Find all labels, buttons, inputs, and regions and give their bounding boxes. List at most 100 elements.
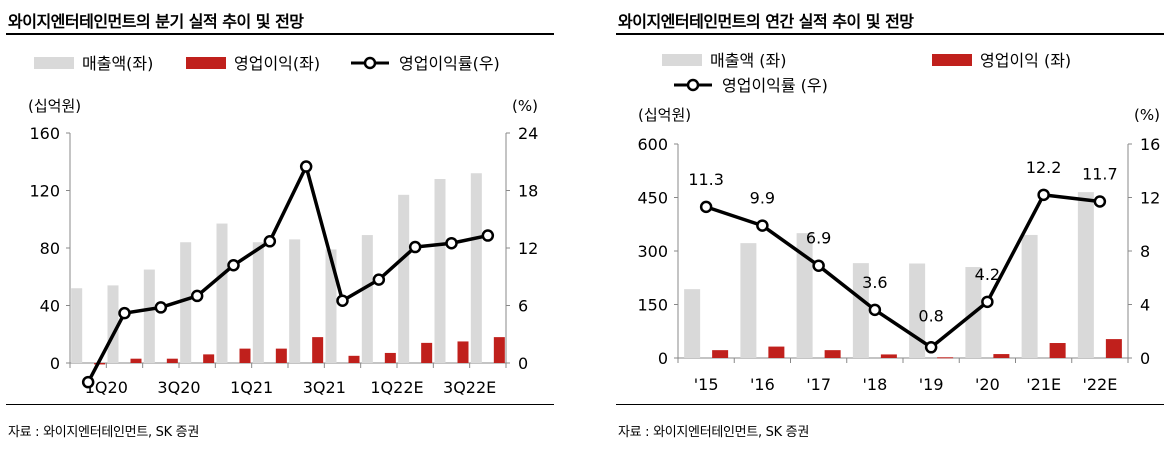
x-tick-label: 3Q22E [443,378,496,397]
margin-data-label: 6.9 [806,229,831,248]
revenue-bar [289,239,301,363]
y-right-unit: (%) [512,97,538,115]
margin-line [705,192,1101,350]
revenue-bar [361,235,373,363]
margin-point [336,294,349,307]
operating-profit-bar [312,337,324,363]
operating-profit-bar [937,357,954,359]
y-right-tick-label: 0 [1140,349,1150,368]
x-tick-label: 3Q21 [303,378,346,397]
legend-label: 매출액 (좌) [710,51,786,70]
source-note: 자료 : 와이지엔터테인먼트, SK 증권 [8,425,199,440]
x-tick-label: 1Q20 [85,378,128,397]
margin-point [299,160,313,173]
operating-profit-bar [712,350,729,358]
bottom-divider [616,404,1164,405]
bottom-divider [6,404,554,405]
y-left-tick-label: 150 [637,296,668,315]
quarterly-chart: 매출액(좌) 영업이익(좌) 영업이익률(우)(십억원) (%)04080120160… [28,54,538,397]
operating-profit-bar [239,348,251,363]
margin-point [868,303,882,317]
legend-marker [363,56,377,70]
legend-marker [686,78,700,92]
margin-data-label: 12.2 [1026,158,1062,177]
legend-swatch [34,57,74,69]
y-left-tick-label: 0 [50,354,60,373]
margin-point [699,200,713,214]
operating-profit-bar [1105,339,1122,358]
margin-point [263,235,277,248]
legend-label: 영업이익률 (우) [722,76,828,95]
y-right-tick-label: 8 [1140,242,1150,261]
y-right-tick-label: 0 [518,354,528,373]
margin-data-label: 0.8 [918,306,943,325]
operating-profit-bar [275,348,287,363]
y-right-unit: (%) [1134,106,1160,124]
revenue-bar [143,269,155,363]
operating-profit-bar [993,354,1010,358]
margin-point [372,273,386,286]
revenue-bar [107,285,119,363]
annual-chart-panel: 와이지엔터테인먼트의 연간 실적 추이 및 전망 매출액 (좌) 영업이익 (좌)… [616,0,1164,449]
margin-point [154,301,168,314]
operating-profit-bar [130,358,142,363]
y-right-tick-label: 18 [518,182,538,201]
margin-point [408,240,422,254]
revenue-bar [325,249,337,363]
y-left-tick-label: 120 [29,182,60,201]
margin-data-label: 3.6 [862,273,887,292]
quarterly-chart-panel: 와이지엔터테인먼트의 분기 실적 추이 및 전망 매출액(좌) 영업이익(좌) 영업… [6,0,554,449]
y-right-tick-label: 16 [1140,135,1160,154]
revenue-bar [398,194,410,363]
margin-point [445,236,458,250]
legend-label: 매출액(좌) [82,54,153,73]
y-right-tick-label: 12 [518,239,538,258]
operating-profit-bar [457,341,469,363]
y-left-tick-label: 160 [29,124,60,143]
y-left-tick-label: 40 [40,297,60,316]
operating-profit-bar [384,352,396,363]
y-left-tick-label: 80 [40,239,60,258]
y-left-unit: (십억원) [638,106,691,124]
margin-point [812,259,825,272]
x-tick-label: '19 [919,375,944,394]
margin-point [924,341,938,354]
revenue-bar [434,179,446,363]
revenue-bar [740,243,757,358]
x-tick-label: 3Q20 [157,378,200,397]
y-right-tick-label: 6 [518,297,528,316]
y-right-tick-label: 12 [1140,189,1160,208]
chart-title: 와이지엔터테인먼트의 연간 실적 추이 및 전망 [618,12,914,31]
legend-swatch [662,54,702,66]
operating-profit-bar [348,355,360,363]
y-left-tick-label: 600 [637,135,668,154]
x-tick-label: '21E [1026,375,1061,394]
x-tick-label: '15 [694,375,719,394]
y-left-tick-label: 300 [637,242,668,261]
margin-point [756,219,769,232]
revenue-bar [1021,234,1038,358]
margin-point [1037,188,1050,202]
operating-profit-bar [880,354,897,358]
x-tick-label: 1Q21 [230,378,273,397]
revenue-bar [180,242,192,363]
revenue-bar [684,289,701,358]
operating-profit-bar [768,346,785,358]
source-note: 자료 : 와이지엔터테인먼트, SK 증권 [618,425,809,440]
legend-label: 영업이익 (좌) [980,51,1071,70]
margin-point [981,295,994,309]
margin-data-label: 11.7 [1082,165,1118,184]
legend-swatch [932,54,972,66]
x-tick-label: '16 [750,375,775,394]
revenue-bar [1077,192,1094,358]
margin-point [1093,195,1107,208]
operating-profit-bar [824,350,841,358]
margin-point [190,289,204,303]
margin-data-label: 9.9 [750,189,775,208]
y-left-unit: (십억원) [28,97,81,115]
legend-label: 영업이익(좌) [234,54,320,73]
margin-data-label: 4.2 [975,265,1000,284]
margin-point [81,375,95,389]
revenue-bar [71,288,83,363]
revenue-bar [852,263,869,358]
